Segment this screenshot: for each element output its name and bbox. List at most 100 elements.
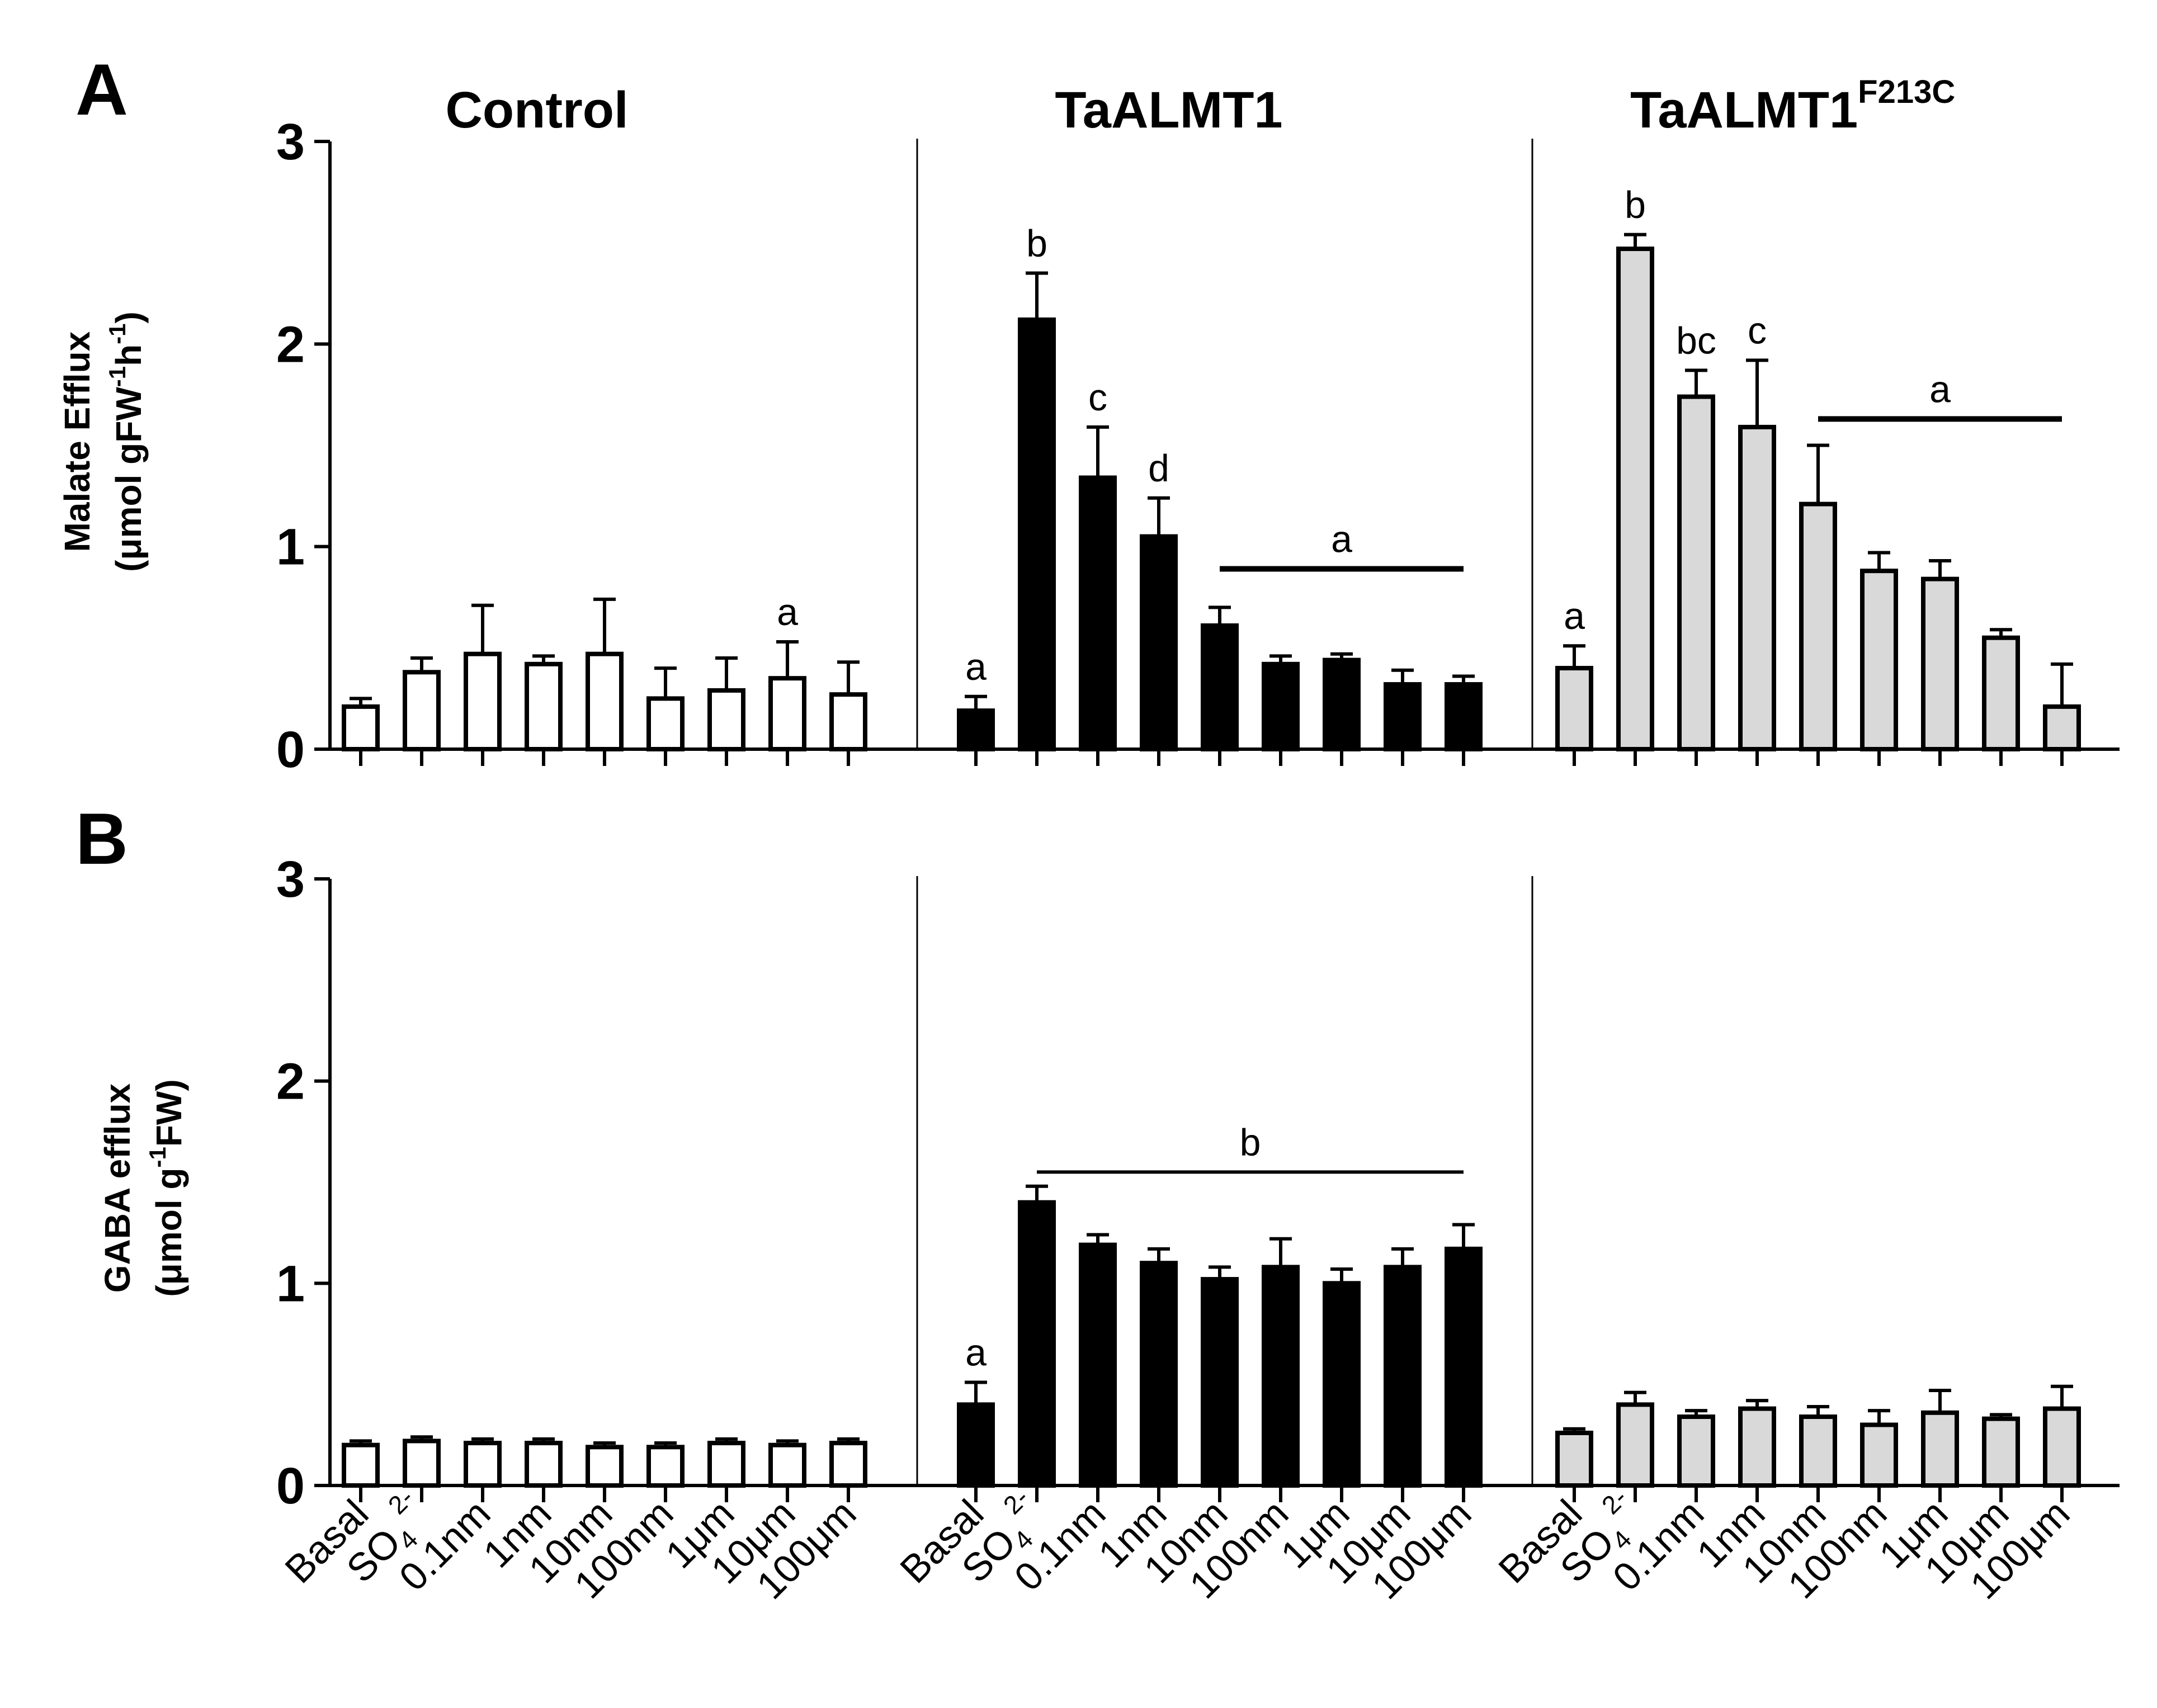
group-title-taalmt1-f213c-main: TaALMT1 bbox=[1630, 82, 1858, 139]
bar-taalmt1f213c bbox=[1738, 424, 1776, 751]
bar-taalmt1f213c bbox=[1921, 576, 1959, 751]
bar-taalmt1 bbox=[1140, 534, 1178, 751]
bar-taalmt1 bbox=[1384, 1265, 1422, 1488]
bar-control bbox=[586, 651, 624, 752]
bar-control bbox=[586, 1445, 624, 1488]
ylabel-a-line2: (μmol gFW-1h-1) bbox=[104, 311, 149, 572]
bar-taalmt1 bbox=[1079, 475, 1117, 751]
significance-letter: b bbox=[1625, 184, 1646, 226]
bar-control bbox=[403, 670, 441, 752]
bar-control bbox=[525, 661, 563, 751]
bar-taalmt1 bbox=[1262, 661, 1300, 751]
significance-letter: c bbox=[1088, 376, 1107, 419]
bar-control bbox=[464, 651, 502, 752]
ylabel-b-mid: FW) bbox=[149, 1079, 189, 1147]
y-tick-label: 0 bbox=[276, 1458, 305, 1515]
bar-control bbox=[707, 688, 745, 752]
bar-taalmt1 bbox=[957, 708, 995, 751]
bar-control bbox=[646, 1445, 685, 1488]
significance-letter: c bbox=[1748, 309, 1767, 352]
group-bracket-letter: a bbox=[1331, 518, 1352, 561]
bar-taalmt1 bbox=[1140, 1261, 1178, 1488]
bar-control bbox=[768, 676, 806, 752]
bar-taalmt1f213c bbox=[1982, 635, 2020, 752]
bar-taalmt1 bbox=[1262, 1265, 1300, 1488]
bar-control bbox=[829, 1441, 867, 1488]
ylabel-a-suffix: ) bbox=[108, 311, 149, 323]
bar-control bbox=[342, 704, 380, 752]
ylabel-b-line1: GABA efflux bbox=[97, 1083, 138, 1293]
bar-taalmt1f213c bbox=[1982, 1416, 2020, 1488]
group-title-taalmt1-f213c: TaALMT1F213C bbox=[1630, 74, 1955, 139]
significance-letter: a bbox=[965, 646, 987, 688]
group-title-control: Control bbox=[445, 82, 628, 139]
bar-taalmt1f213c bbox=[1616, 1402, 1654, 1488]
bar-taalmt1 bbox=[1018, 317, 1056, 751]
bar-taalmt1 bbox=[1384, 682, 1422, 752]
bar-taalmt1f213c bbox=[2043, 1406, 2081, 1488]
group-bracket-letter: a bbox=[1929, 368, 1951, 410]
bar-taalmt1 bbox=[1323, 657, 1361, 752]
bar-taalmt1f213c bbox=[1860, 1422, 1898, 1488]
ylabel-b-sup1: -1 bbox=[144, 1147, 171, 1167]
bar-taalmt1f213c bbox=[1799, 1414, 1837, 1488]
ylabel-a-sup2: -1 bbox=[104, 323, 130, 344]
significance-letter: b bbox=[1026, 223, 1047, 265]
panel-letter-b: B bbox=[75, 798, 128, 879]
y-tick-label: 0 bbox=[276, 721, 305, 778]
bar-control bbox=[342, 1442, 380, 1488]
bar-taalmt1 bbox=[1201, 623, 1239, 752]
group-bracket-letter: b bbox=[1240, 1121, 1261, 1163]
y-tick-label: 1 bbox=[276, 519, 305, 576]
significance-letter: a bbox=[777, 591, 798, 633]
x-tick-label-sup: 2- bbox=[383, 1483, 419, 1520]
group-title-taalmt1: TaALMT1 bbox=[1055, 82, 1282, 139]
bar-control bbox=[707, 1441, 745, 1488]
ylabel-panel-b: GABA efflux (μmol g-1FW) bbox=[97, 1079, 189, 1297]
y-tick-label: 2 bbox=[276, 316, 305, 373]
ylabel-a-sup1: -1 bbox=[104, 366, 130, 387]
ylabel-panel-a: Malate Efflux (μmol gFW-1h-1) bbox=[57, 311, 149, 572]
bar-control bbox=[768, 1442, 806, 1488]
panel-letter-a: A bbox=[75, 49, 128, 130]
significance-letter: a bbox=[1564, 595, 1585, 637]
bar-taalmt1f213c bbox=[1555, 666, 1593, 751]
bar-taalmt1 bbox=[1079, 1242, 1117, 1488]
bar-control bbox=[525, 1441, 563, 1488]
y-tick-label: 2 bbox=[276, 1053, 305, 1110]
bar-control bbox=[646, 696, 685, 751]
y-tick-label: 3 bbox=[276, 113, 305, 171]
bar-control bbox=[403, 1439, 441, 1488]
panel-b-plot: 0 1 2 3 a b bbox=[276, 851, 2120, 1515]
x-tick-label-sup: 2- bbox=[998, 1483, 1035, 1520]
x-tick-label-sup: 2- bbox=[1596, 1483, 1633, 1520]
bar-taalmt1 bbox=[1018, 1200, 1056, 1488]
group-title-taalmt1-f213c-sup: F213C bbox=[1858, 74, 1955, 110]
y-tick-label: 1 bbox=[276, 1255, 305, 1312]
bar-taalmt1f213c bbox=[1616, 247, 1654, 751]
ylabel-b-prefix: (μmol g bbox=[149, 1168, 189, 1297]
significance-letter: a bbox=[965, 1332, 987, 1374]
significance-letter: d bbox=[1148, 447, 1169, 490]
ylabel-a-line1: Malate Efflux bbox=[57, 331, 97, 552]
bar-taalmt1f213c bbox=[1555, 1430, 1593, 1488]
bar-control bbox=[829, 692, 867, 752]
bar-taalmt1f213c bbox=[1677, 1414, 1715, 1488]
bar-taalmt1 bbox=[1445, 1246, 1483, 1488]
bar-taalmt1f213c bbox=[1799, 501, 1837, 751]
ylabel-b-line2: (μmol g-1FW) bbox=[144, 1079, 189, 1297]
ylabel-a-mid: h bbox=[108, 344, 149, 366]
bar-taalmt1f213c bbox=[1677, 394, 1715, 751]
bar-taalmt1f213c bbox=[1860, 569, 1898, 751]
bar-taalmt1 bbox=[957, 1402, 995, 1488]
bar-taalmt1f213c bbox=[1921, 1410, 1959, 1488]
bar-control bbox=[464, 1441, 502, 1488]
bar-taalmt1 bbox=[1201, 1277, 1239, 1488]
bar-taalmt1f213c bbox=[1738, 1406, 1776, 1488]
y-tick-label: 3 bbox=[276, 851, 305, 908]
bar-taalmt1f213c bbox=[2043, 704, 2081, 752]
